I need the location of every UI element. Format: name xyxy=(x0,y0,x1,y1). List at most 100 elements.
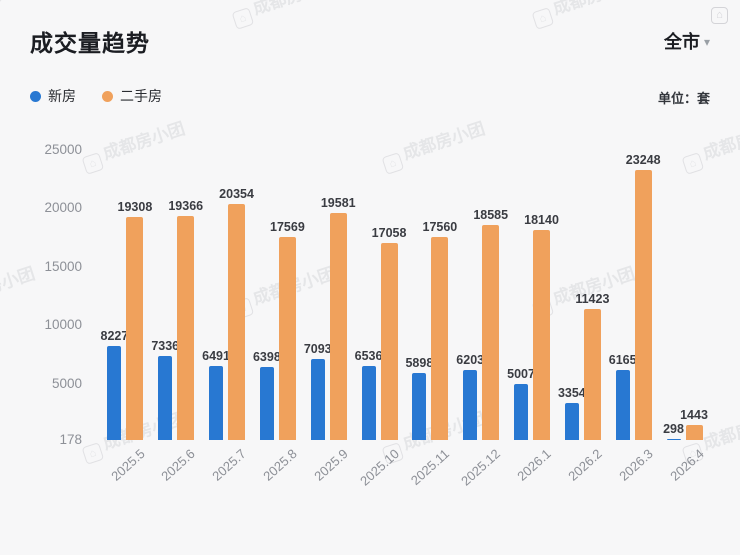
bar-新房-2026.4[interactable]: 298 xyxy=(663,422,684,440)
bar-group: 6165 23248 xyxy=(608,150,661,440)
bar-二手房-2025.10[interactable]: 17058 xyxy=(372,226,406,440)
bar-group: 5007 18140 xyxy=(507,150,559,440)
legend-label-new-homes: 新房 xyxy=(48,88,76,104)
x-tick-label: 2026.1 xyxy=(514,446,555,484)
x-tick: 2026.1 xyxy=(507,443,558,513)
x-tick: 2026.2 xyxy=(557,443,608,513)
bar-新房-2025.9[interactable]: 7093 xyxy=(304,342,332,440)
bar-二手房-2025.8[interactable]: 17569 xyxy=(270,220,305,440)
page-title: 成交量趋势 xyxy=(30,30,150,56)
bar-新房-2025.7[interactable]: 6491 xyxy=(202,349,230,440)
x-tick: 2025.9 xyxy=(303,443,354,513)
bar-value-label: 6203 xyxy=(456,352,485,367)
y-tick-label: 10000 xyxy=(44,317,82,333)
bar-group: 6203 18585 xyxy=(456,150,508,440)
bar-二手房-2025.6[interactable]: 19366 xyxy=(168,199,203,440)
bar-group: 6536 17058 xyxy=(354,150,406,440)
bar-value-label: 19581 xyxy=(320,196,356,211)
bar-group: 298 1443 xyxy=(659,150,710,440)
bar-二手房-2026.3[interactable]: 23248 xyxy=(626,153,661,440)
bar-新房-2025.6[interactable]: 7336 xyxy=(151,339,179,440)
bar-value-label: 19366 xyxy=(168,198,204,213)
x-tick: 2025.8 xyxy=(252,443,303,513)
x-tick: 2025.10 xyxy=(354,443,405,513)
x-tick-label: 2025.10 xyxy=(356,446,402,489)
legend: 新房 二手房 xyxy=(30,86,162,106)
bar-二手房-2025.11[interactable]: 17560 xyxy=(422,220,457,440)
bar-新房-2026.3[interactable]: 6165 xyxy=(609,353,637,440)
bar-group: 5898 17560 xyxy=(405,150,457,440)
x-tick-label: 2026.3 xyxy=(616,446,656,484)
bar-value-label: 7336 xyxy=(151,339,180,354)
x-tick: 2025.5 xyxy=(100,443,151,513)
bar-value-label: 298 xyxy=(663,421,684,436)
unit-label: 单位：套 xyxy=(657,91,710,106)
x-tick-label: 2026.2 xyxy=(565,446,605,484)
y-tick-label: 25000 xyxy=(44,142,82,157)
x-tick: 2025.11 xyxy=(405,443,456,513)
bar-value-label: 3354 xyxy=(557,385,586,400)
bar-value-label: 23248 xyxy=(625,153,661,168)
chevron-down-icon: ▾ xyxy=(703,35,710,49)
x-tick-label: 2025.6 xyxy=(158,446,199,484)
region-selector-label: 全市 xyxy=(663,32,700,52)
x-tick-label: 2025.7 xyxy=(209,446,250,484)
bar-value-label: 8227 xyxy=(100,328,129,343)
bar-value-label: 1443 xyxy=(680,408,708,423)
bar-新房-2025.10[interactable]: 6536 xyxy=(355,349,382,440)
bar-二手房-2026.4[interactable]: 1443 xyxy=(680,408,708,440)
app-logo-icon: ⌂ xyxy=(711,7,728,24)
bar-新房-2025.12[interactable]: 6203 xyxy=(456,353,484,440)
region-selector[interactable]: 全市 ▾ xyxy=(664,28,710,54)
bar-value-label: 20354 xyxy=(219,187,254,202)
legend-item-secondhand-homes[interactable]: 二手房 xyxy=(102,86,162,106)
bar-value-label: 18140 xyxy=(524,213,559,228)
x-tick-label: 2026.4 xyxy=(666,446,707,484)
y-tick-label: 15000 xyxy=(44,258,82,274)
y-tick-label: 5000 xyxy=(51,375,82,391)
bar-value-label: 6398 xyxy=(252,350,281,365)
bar-新房-2026.2[interactable]: 3354 xyxy=(558,386,586,440)
x-tick: 2025.6 xyxy=(151,443,202,513)
bar-group: 7336 19366 xyxy=(151,150,203,440)
y-axis: 25000 20000 15000 10000 5000 178 xyxy=(0,0,88,555)
bar-value-label: 17560 xyxy=(422,219,458,234)
y-tick-label: 178 xyxy=(59,432,82,447)
bar-group: 3354 11423 xyxy=(557,150,609,440)
bar-二手房-2025.9[interactable]: 19581 xyxy=(321,196,356,440)
bar-二手房-2025.12[interactable]: 18585 xyxy=(473,208,508,440)
x-tick: 2025.12 xyxy=(456,443,507,513)
x-tick-label: 2025.11 xyxy=(408,446,453,488)
bar-二手房-2025.7[interactable]: 20354 xyxy=(219,187,254,440)
bar-新房-2026.1[interactable]: 5007 xyxy=(507,367,535,440)
bar-group: 6398 17569 xyxy=(252,150,305,440)
bar-新房-2025.11[interactable]: 5898 xyxy=(405,356,433,440)
bar-value-label: 17058 xyxy=(371,225,407,240)
bar-新房-2025.5[interactable]: 8227 xyxy=(101,329,128,440)
x-axis: 2025.5 2025.6 2025.7 2025.8 2025.9 2025.10 202… xyxy=(100,443,710,513)
x-tick: 2026.4 xyxy=(659,443,710,513)
legend-item-new-homes[interactable]: 新房 xyxy=(30,86,76,106)
bar-二手房-2025.5[interactable]: 19308 xyxy=(118,200,152,440)
bar-group: 8227 19308 xyxy=(100,150,152,440)
y-tick-label: 20000 xyxy=(44,200,82,216)
bar-二手房-2026.1[interactable]: 18140 xyxy=(524,213,559,440)
bar-value-label: 19308 xyxy=(117,199,153,214)
bar-新房-2025.8[interactable]: 6398 xyxy=(253,350,281,440)
bar-value-label: 11423 xyxy=(575,291,610,306)
bar-value-label: 18585 xyxy=(473,207,509,222)
legend-dot-secondhand-homes xyxy=(102,90,113,102)
x-tick-label: 2025.8 xyxy=(260,446,300,484)
bar-value-label: 6536 xyxy=(354,348,383,363)
x-tick: 2026.3 xyxy=(608,443,659,513)
bar-二手房-2026.2[interactable]: 11423 xyxy=(575,292,609,440)
x-tick-label: 2025.9 xyxy=(311,446,351,484)
plot-area: 8227 19308 7336 19366 6491 20354 6398 17569 7093… xyxy=(100,150,710,440)
bar-group: 6491 20354 xyxy=(202,150,254,440)
bar-value-label: 5007 xyxy=(507,366,535,381)
bar-group: 7093 19581 xyxy=(303,150,356,440)
bar-value-label: 5898 xyxy=(405,356,434,371)
x-tick: 2025.7 xyxy=(202,443,253,513)
